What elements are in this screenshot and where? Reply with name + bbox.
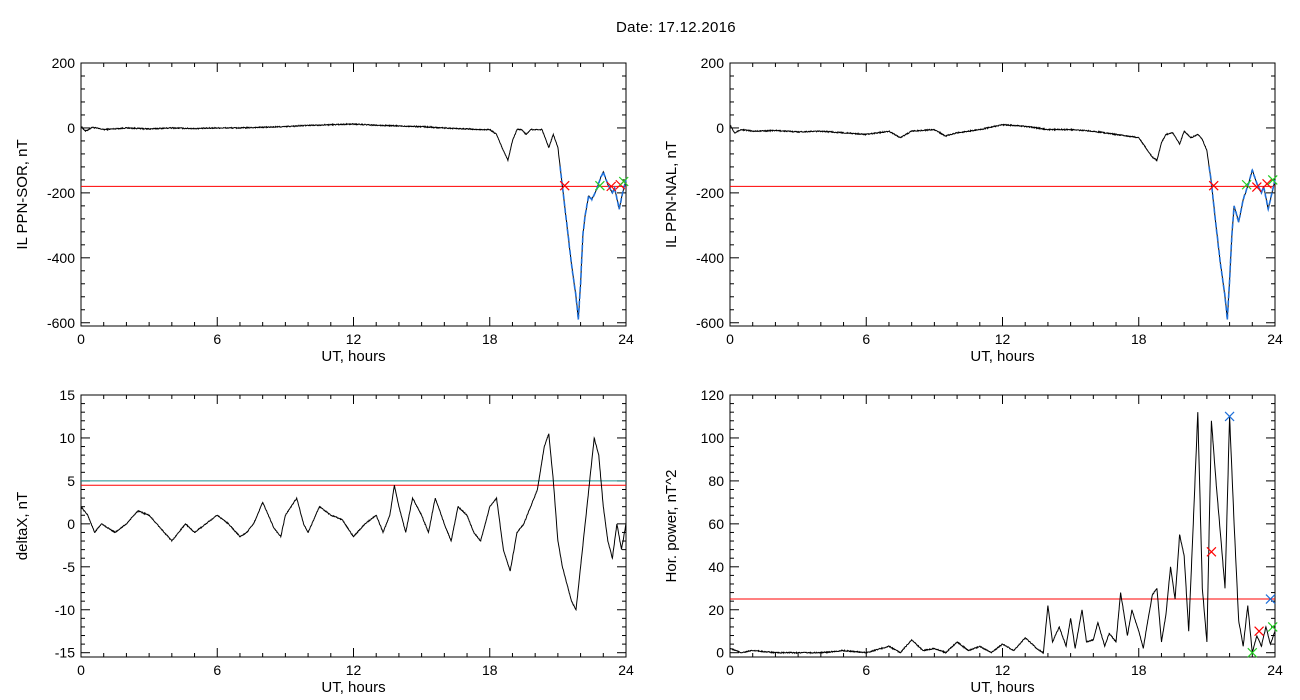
y-tick-label: -10 — [55, 602, 75, 618]
highlighted-segment — [1208, 166, 1276, 320]
x-tick-label: 24 — [1267, 331, 1283, 347]
y-tick-label: 100 — [701, 430, 725, 446]
plot-frame — [80, 394, 627, 658]
marker-stroke — [1247, 647, 1258, 658]
series-line — [729, 412, 1276, 655]
x-tick-label: 0 — [726, 662, 734, 678]
event-marker — [1247, 647, 1258, 658]
y-tick-label: 0 — [716, 120, 724, 136]
x-axis-label: UT, hours — [321, 348, 385, 365]
event-marker — [1267, 174, 1278, 185]
marker-stroke — [606, 181, 617, 192]
y-axis-label: IL PPN-NAL, nT — [663, 141, 680, 248]
x-tick-label: 0 — [77, 662, 85, 678]
page-title: Date: 17.12.2016 — [616, 19, 736, 36]
y-tick-label: 0 — [67, 120, 75, 136]
y-axis-label: deltaX, nT — [14, 492, 31, 560]
event-marker — [594, 180, 605, 191]
panel-deltax: 0 6 12 18 24 -15 -10 -5 0 5 10 15 UT, hours deltaX, n… — [14, 387, 634, 696]
marker-stroke — [1254, 626, 1265, 637]
y-tick-label: 40 — [708, 559, 724, 575]
y-tick-label: 200 — [701, 55, 725, 71]
marker-stroke — [1251, 182, 1262, 192]
y-tick-label: 0 — [716, 645, 724, 661]
x-tick-label: 6 — [862, 331, 870, 347]
event-marker — [618, 176, 629, 187]
x-axis-label: UT, hours — [321, 679, 385, 696]
y-tick-label: -200 — [696, 185, 724, 201]
x-tick-label: 0 — [726, 331, 734, 347]
event-marker — [1265, 594, 1276, 604]
series-line — [729, 123, 1276, 320]
marker-stroke — [1224, 411, 1235, 422]
event-marker — [1224, 411, 1235, 422]
y-tick-label: 15 — [59, 387, 75, 403]
event-marker — [1267, 622, 1278, 632]
x-tick-label: 18 — [1131, 331, 1147, 347]
event-marker — [1251, 182, 1262, 192]
x-tick-label: 18 — [482, 662, 498, 678]
x-tick-label: 12 — [995, 662, 1011, 678]
event-marker — [1206, 546, 1217, 557]
x-tick-label: 18 — [1131, 662, 1147, 678]
x-tick-label: 24 — [1267, 662, 1283, 678]
event-marker — [1262, 178, 1272, 189]
series-line — [80, 122, 627, 320]
event-marker — [1241, 179, 1252, 190]
marker-stroke — [1241, 179, 1252, 190]
y-tick-label: 0 — [67, 516, 75, 532]
y-tick-label: 20 — [708, 602, 724, 618]
marker-stroke — [594, 180, 605, 191]
y-tick-label: -200 — [47, 185, 75, 201]
y-tick-label: 120 — [701, 387, 725, 403]
marker-stroke — [618, 176, 629, 187]
y-tick-label: 60 — [708, 516, 724, 532]
x-tick-label: 6 — [862, 662, 870, 678]
marker-stroke — [559, 180, 570, 191]
event-marker — [1208, 180, 1219, 191]
y-axis-label: Hor. power, nT^2 — [663, 470, 680, 583]
y-tick-label: 10 — [59, 430, 75, 446]
x-axis-label: UT, hours — [970, 679, 1034, 696]
series-line — [80, 433, 627, 612]
y-tick-label: -400 — [47, 250, 75, 266]
panel-ppn-sor: 0 6 12 18 24 -600 -400 -200 0 200 UT, hours IL PPN-… — [14, 55, 634, 365]
x-tick-label: 24 — [618, 662, 634, 678]
plot-frame — [80, 62, 627, 327]
y-tick-label: 200 — [52, 55, 76, 71]
marker-stroke — [1267, 622, 1278, 632]
panel-hor-power: 0 6 12 18 24 0 20 40 60 80 100 120 UT, hours Hor. pow… — [663, 387, 1283, 696]
plot-frame — [729, 62, 1276, 327]
y-tick-label: 80 — [708, 473, 724, 489]
marker-stroke — [1262, 178, 1272, 189]
y-tick-label: -15 — [55, 645, 75, 661]
y-tick-label: -400 — [696, 250, 724, 266]
x-tick-label: 24 — [618, 331, 634, 347]
marker-stroke — [1206, 546, 1217, 557]
y-axis-label: IL PPN-SOR, nT — [14, 139, 31, 249]
event-marker — [1254, 626, 1265, 637]
marker-stroke — [1265, 594, 1276, 604]
y-tick-label: -5 — [63, 559, 76, 575]
marker-stroke — [1208, 180, 1219, 191]
y-tick-label: -600 — [696, 315, 724, 331]
x-tick-label: 6 — [213, 331, 221, 347]
x-axis-label: UT, hours — [970, 348, 1034, 365]
x-tick-label: 6 — [213, 662, 221, 678]
x-tick-label: 0 — [77, 331, 85, 347]
marker-stroke — [1267, 174, 1278, 185]
y-tick-label: -600 — [47, 315, 75, 331]
event-marker — [559, 180, 570, 191]
x-tick-label: 18 — [482, 331, 498, 347]
x-tick-label: 12 — [346, 662, 362, 678]
x-tick-label: 12 — [346, 331, 362, 347]
panel-ppn-nal: 0 6 12 18 24 -600 -400 -200 0 200 UT, hours IL PPN-… — [663, 55, 1283, 365]
x-tick-label: 12 — [995, 331, 1011, 347]
y-tick-label: 5 — [67, 473, 75, 489]
event-marker — [606, 181, 617, 192]
